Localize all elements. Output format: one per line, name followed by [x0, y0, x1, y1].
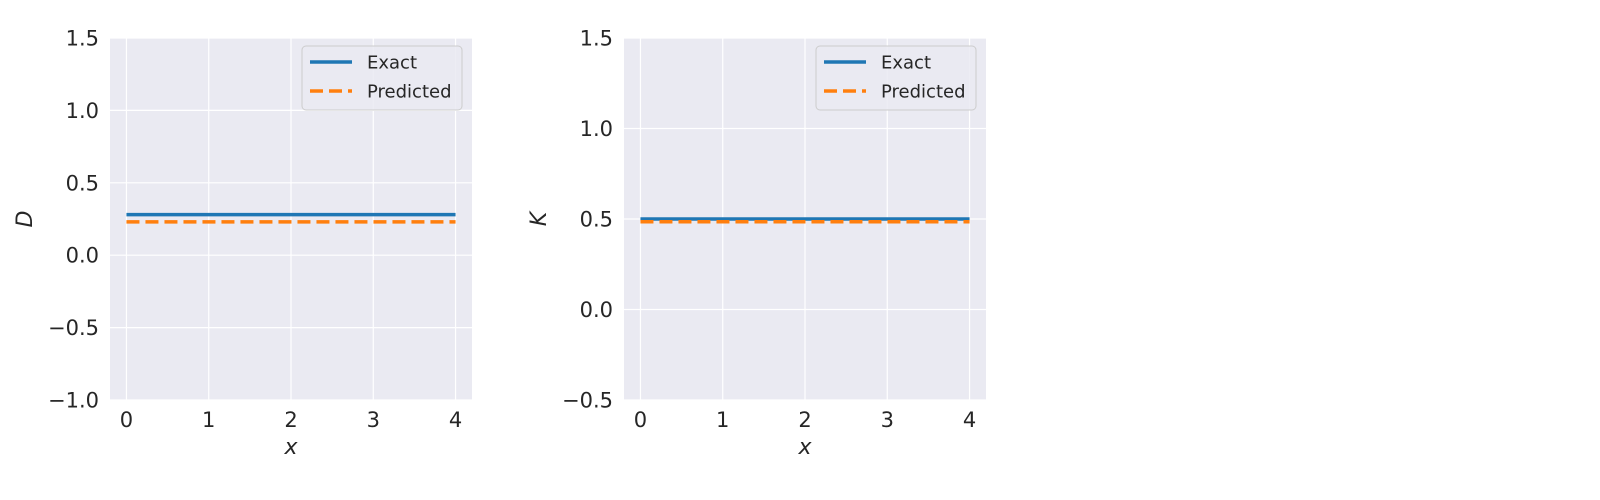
chart-panel-1: 0 1 2 3 4 −1.0 −0.5 0.0 0.5 1.0 1.5 x D Exact Predicte… — [13, 27, 472, 460]
y-axis-label: D — [13, 211, 38, 228]
x-tick-label: 3 — [881, 408, 894, 432]
x-axis-label: x — [797, 435, 812, 460]
x-tick-label: 2 — [284, 408, 297, 432]
y-tick-label: 0.5 — [580, 208, 613, 232]
x-tick-label: 0 — [634, 408, 647, 432]
x-tick-label: 1 — [716, 408, 729, 432]
y-tick-label: 1.5 — [66, 27, 99, 51]
legend: Exact Predicted — [815, 45, 977, 111]
y-axis-label: K — [527, 210, 552, 226]
x-tick-label: 4 — [963, 408, 976, 432]
x-tick-label: 1 — [202, 408, 215, 432]
legend-label-predicted: Predicted — [367, 82, 452, 103]
y-tick-label: −0.5 — [562, 389, 613, 413]
x-tick-label: 4 — [449, 408, 462, 432]
x-tick-label: 0 — [120, 408, 133, 432]
y-tick-label: 1.0 — [580, 117, 613, 141]
legend: Exact Predicted — [301, 45, 463, 111]
y-tick-label: 1.5 — [580, 27, 613, 51]
y-tick-label: 0.0 — [66, 244, 99, 268]
y-tick-label: −0.5 — [48, 316, 99, 340]
y-tick-label: −1.0 — [48, 389, 99, 413]
x-tick-label: 3 — [367, 408, 380, 432]
x-axis-label: x — [283, 435, 298, 460]
y-tick-label: 0.0 — [580, 298, 613, 322]
legend-label-exact: Exact — [881, 53, 931, 74]
legend-label-exact: Exact — [367, 53, 417, 74]
y-tick-label: 1.0 — [66, 99, 99, 123]
y-tick-label: 0.5 — [66, 171, 99, 195]
chart-panel-2: 0 1 2 3 4 −0.5 0.0 0.5 1.0 1.5 x K Exact Predicted — [527, 27, 986, 460]
legend-label-predicted: Predicted — [881, 82, 966, 103]
x-tick-label: 2 — [798, 408, 811, 432]
